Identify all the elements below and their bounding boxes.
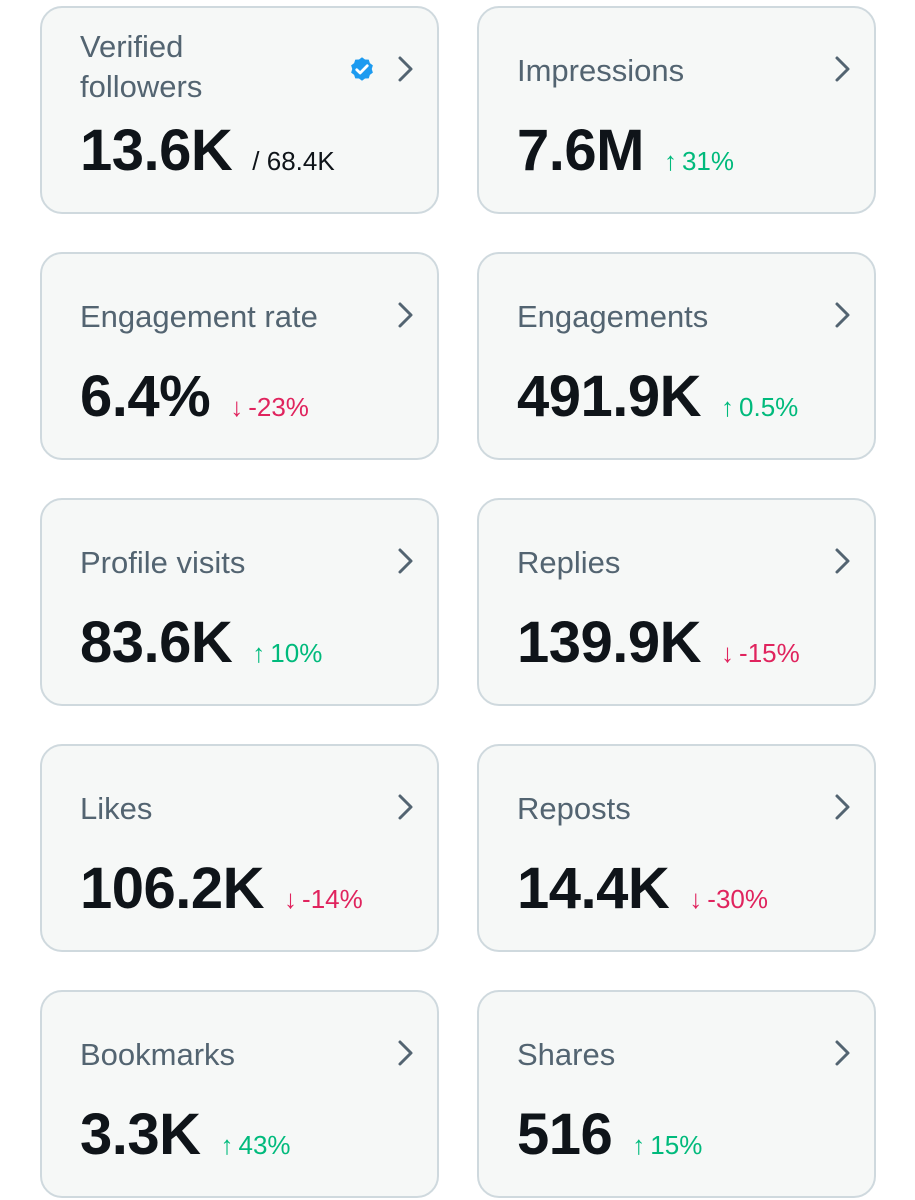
metric-delta: ↑ 0.5%	[721, 392, 798, 423]
chevron-right-icon[interactable]	[395, 1038, 417, 1068]
metric-value-row: 516 ↑ 15%	[517, 1100, 702, 1170]
metric-value: 83.6K	[80, 610, 233, 675]
metric-value: 14.4K	[517, 856, 670, 921]
card-engagements[interactable]: Engagements 491.9K ↑ 0.5%	[477, 252, 876, 460]
card-replies[interactable]: Replies 139.9K ↓ -15%	[477, 498, 876, 706]
metric-value-row: 106.2K ↓ -14%	[80, 854, 363, 924]
metric-value: 516	[517, 1102, 613, 1167]
card-shares[interactable]: Shares 516 ↑ 15%	[477, 990, 876, 1198]
card-title: Bookmarks	[80, 1037, 236, 1072]
arrow-up-icon: ↑	[220, 1130, 234, 1160]
metric-delta: ↓ -30%	[689, 884, 768, 915]
arrow-down-icon: ↓	[230, 392, 244, 422]
chevron-right-icon[interactable]	[832, 300, 854, 330]
delta-value: -14%	[302, 884, 363, 914]
metric-delta: ↑ 31%	[664, 146, 734, 177]
delta-value: -15%	[739, 638, 800, 668]
card-engagement-rate[interactable]: Engagement rate 6.4% ↓ -23%	[40, 252, 439, 460]
arrow-up-icon: ↑	[721, 392, 735, 422]
metric-value-row: 14.4K ↓ -30%	[517, 854, 768, 924]
metric-value-row: 7.6M ↑ 31%	[517, 116, 734, 186]
metric-delta: ↓ -15%	[721, 638, 800, 669]
metric-value: 6.4%	[80, 364, 211, 429]
card-title: Replies	[517, 545, 621, 580]
metric-value: 491.9K	[517, 364, 702, 429]
chevron-right-icon[interactable]	[832, 792, 854, 822]
metric-delta: ↓ -14%	[284, 884, 363, 915]
metric-delta: ↑ 10%	[252, 638, 322, 669]
card-title: Likes	[80, 791, 153, 826]
card-title: Engagement rate	[80, 299, 318, 334]
chevron-right-icon[interactable]	[832, 546, 854, 576]
metric-delta: ↓ -23%	[230, 392, 309, 423]
metric-total: / 68.4K	[252, 146, 335, 176]
card-title: Reposts	[517, 791, 631, 826]
card-title: Profile visits	[80, 545, 246, 580]
metric-value-row: 139.9K ↓ -15%	[517, 608, 800, 678]
metric-value: 13.6K	[80, 118, 233, 183]
verified-badge-icon	[347, 54, 377, 84]
chevron-right-icon[interactable]	[395, 792, 417, 822]
metric-value-row: 6.4% ↓ -23%	[80, 362, 309, 432]
delta-value: -23%	[248, 392, 309, 422]
card-likes[interactable]: Likes 106.2K ↓ -14%	[40, 744, 439, 952]
metric-value-row: 3.3K ↑ 43%	[80, 1100, 291, 1170]
delta-value: 10%	[270, 638, 323, 668]
metric-value-row: 491.9K ↑ 0.5%	[517, 362, 798, 432]
chevron-right-icon[interactable]	[832, 1038, 854, 1068]
delta-value: 0.5%	[739, 392, 799, 422]
metric-value: 7.6M	[517, 118, 644, 183]
metric-delta: ↑ 15%	[632, 1130, 702, 1161]
metric-value: 3.3K	[80, 1102, 201, 1167]
chevron-right-icon[interactable]	[832, 54, 854, 84]
metric-delta: ↑ 43%	[221, 1130, 291, 1161]
delta-value: -30%	[707, 884, 768, 914]
metric-value-row: 83.6K ↑ 10%	[80, 608, 322, 678]
arrow-up-icon: ↑	[632, 1130, 646, 1160]
metric-value: 139.9K	[517, 610, 702, 675]
arrow-up-icon: ↑	[252, 638, 266, 668]
card-bookmarks[interactable]: Bookmarks 3.3K ↑ 43%	[40, 990, 439, 1198]
card-impressions[interactable]: Impressions 7.6M ↑ 31%	[477, 6, 876, 214]
delta-value: 43%	[238, 1130, 291, 1160]
card-profile-visits[interactable]: Profile visits 83.6K ↑ 10%	[40, 498, 439, 706]
card-title: Verified followers	[80, 29, 203, 104]
chevron-right-icon[interactable]	[395, 546, 417, 576]
arrow-down-icon: ↓	[284, 884, 298, 914]
metric-value-row: 13.6K / 68.4K	[80, 116, 335, 186]
arrow-down-icon: ↓	[689, 884, 703, 914]
arrow-down-icon: ↓	[721, 638, 735, 668]
delta-value: 31%	[681, 146, 734, 176]
card-verified-followers[interactable]: Verified followers 13.6K / 68.4K	[40, 6, 439, 214]
card-reposts[interactable]: Reposts 14.4K ↓ -30%	[477, 744, 876, 952]
card-title: Shares	[517, 1037, 616, 1072]
metric-value: 106.2K	[80, 856, 265, 921]
card-title: Impressions	[517, 53, 685, 88]
card-title: Engagements	[517, 299, 709, 334]
delta-value: 15%	[650, 1130, 703, 1160]
chevron-right-icon[interactable]	[395, 54, 417, 84]
arrow-up-icon: ↑	[663, 146, 677, 176]
chevron-right-icon[interactable]	[395, 300, 417, 330]
